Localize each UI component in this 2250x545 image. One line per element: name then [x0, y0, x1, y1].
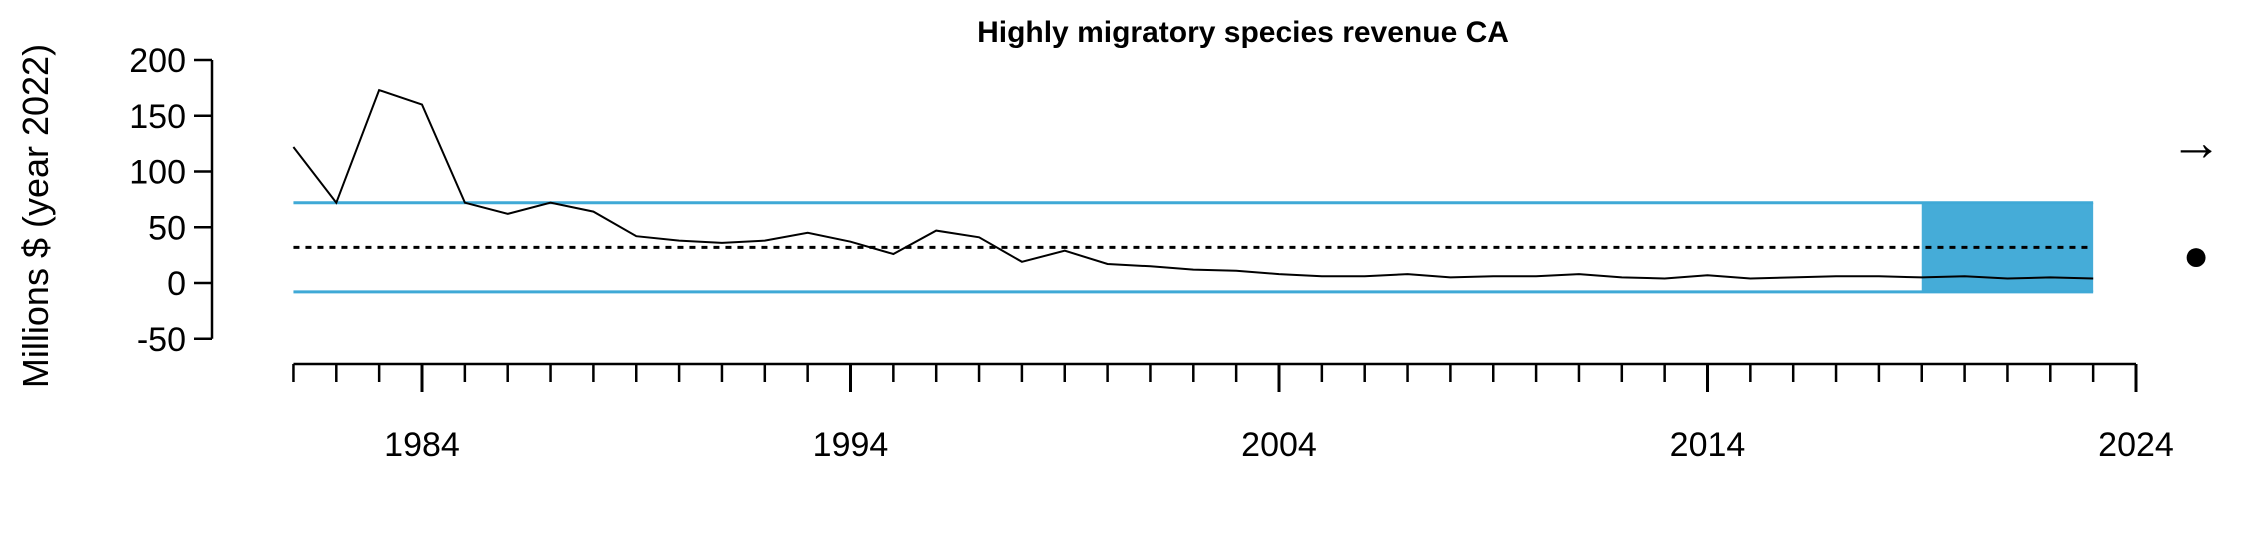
- y-tick-label-200: 200: [129, 42, 186, 80]
- y-tick-label--50: -50: [137, 321, 186, 359]
- plot-layer: 200 150 100 50 0 -50 1984 1994 2004 2014 2024 → ●: [129, 42, 2222, 464]
- y-tick-label-0: 0: [167, 265, 186, 303]
- series-line: [293, 90, 2093, 278]
- chart-title: Highly migratory species revenue CA: [977, 16, 1509, 49]
- y-tick-label-100: 100: [129, 154, 186, 192]
- x-tick-label-1994: 1994: [813, 426, 889, 464]
- y-tick-label-150: 150: [129, 98, 186, 136]
- x-tick-label-2024: 2024: [2098, 426, 2174, 464]
- x-tick-label-1984: 1984: [384, 426, 460, 464]
- trend-arrow-icon: →: [2170, 114, 2222, 172]
- mean-status-dot-icon: ●: [2183, 231, 2210, 280]
- y-tick-label-50: 50: [148, 209, 186, 247]
- x-tick-label-2014: 2014: [1670, 426, 1746, 464]
- y-axis-label: Millions $ (year 2022): [15, 44, 56, 388]
- x-tick-label-2004: 2004: [1241, 426, 1317, 464]
